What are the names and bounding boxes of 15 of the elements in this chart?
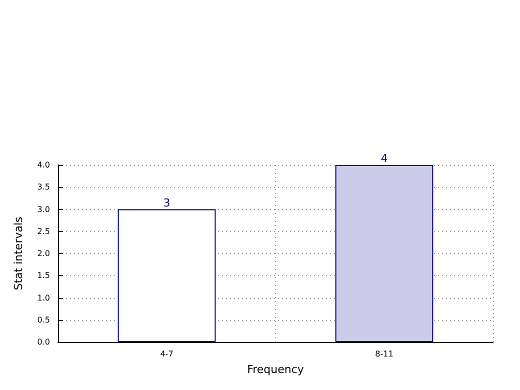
x-axis-title: Frequency (247, 363, 304, 376)
text: 2.0 (37, 249, 50, 258)
text: 3.0 (37, 204, 50, 214)
text: 1.0 (37, 293, 50, 302)
text: 0.5 (37, 315, 50, 324)
x-tick-label: 8-11 (375, 350, 394, 358)
text: 1.5 (37, 271, 50, 280)
text: 2.5 (37, 226, 50, 236)
text: 3.5 (37, 182, 50, 192)
x-tick-label: 4-7 (160, 350, 174, 358)
data-label: 4 (380, 152, 388, 165)
data-label: 3 (163, 196, 170, 210)
text: 0.0 (37, 338, 50, 346)
y-axis-title: Stat intervals (12, 216, 25, 290)
text: 4.0 (37, 160, 50, 170)
